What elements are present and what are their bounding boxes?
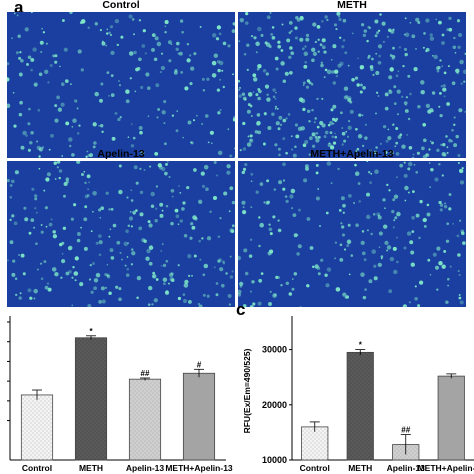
category-label: Control [22, 463, 52, 473]
cell-cluster [238, 12, 466, 158]
category-label: Control [300, 463, 330, 473]
panel-c-letter: c [236, 300, 246, 319]
cell-cluster [238, 161, 466, 307]
category-label: METH+Apelin-13 [418, 463, 474, 473]
chart-b: Control * METH ## Apelin-13 # METH+Apelin-13 [0, 308, 233, 474]
micrograph-label-control: Control [102, 0, 140, 11]
panel-a-letter: a [14, 0, 24, 17]
chart-c: 10000 20000 30000 RFU(Ex/Em=490/525) Control… [240, 308, 474, 474]
bar-meth [346, 351, 374, 461]
micrograph-label-meth: METH [337, 0, 367, 11]
micrograph-background [7, 161, 235, 307]
significance-mark: # [197, 360, 202, 369]
category-label: METH+Apelin-13 [165, 463, 233, 473]
y-tick-label: 20000 [262, 400, 287, 410]
micrograph-label-meth-apelin: METH+Apelin-13 [310, 148, 394, 160]
micrograph-meth-apelin [238, 161, 466, 307]
y-axis-label: RFU(Ex/Em=490/525) [242, 348, 252, 433]
micrograph-svg [238, 161, 466, 307]
significance-mark: ## [141, 369, 150, 378]
micrograph-background [238, 12, 466, 158]
micrograph-svg [238, 12, 466, 158]
significance-mark: * [89, 327, 93, 336]
significance-mark: ## [401, 426, 410, 435]
bar-control [20, 394, 54, 461]
bar-apelin-13 [128, 378, 162, 461]
micrograph-svg [7, 12, 235, 158]
y-tick-label: 30000 [262, 345, 287, 355]
category-label: Apelin-13 [126, 463, 165, 473]
bar-control [301, 426, 329, 461]
micrograph-meth [238, 12, 466, 158]
bar-meth-apelin-13 [182, 372, 216, 461]
category-label: METH [79, 463, 103, 473]
cell-cluster [7, 161, 235, 307]
category-label: Apelin-13 [387, 463, 426, 473]
category-label: METH [348, 463, 372, 473]
micrograph-svg [7, 161, 235, 307]
significance-mark: * [359, 341, 363, 350]
bar-meth [74, 337, 108, 461]
cell-cluster [7, 12, 235, 158]
micrograph-control [7, 12, 235, 158]
chart-c-svg: 10000 20000 30000 RFU(Ex/Em=490/525) Control… [242, 316, 474, 473]
micrograph-label-apelin: Apelin-13 [97, 148, 145, 160]
micrograph-apelin [7, 161, 235, 307]
micrograph-background [238, 161, 466, 307]
bar-meth-apelin-13 [437, 375, 465, 461]
chart-b-svg: Control * METH ## Apelin-13 # METH+Apelin-13 [7, 316, 233, 473]
y-tick-label: 10000 [262, 455, 287, 465]
